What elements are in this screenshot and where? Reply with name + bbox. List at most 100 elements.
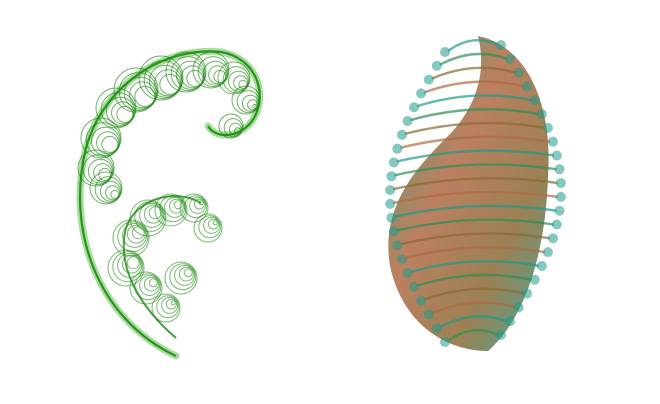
fern-curl-ring bbox=[252, 103, 258, 109]
fern-curl-ring bbox=[121, 254, 141, 274]
fern-curl-ring bbox=[100, 92, 136, 128]
fern-lower-frond bbox=[122, 195, 202, 339]
fern-curl-ring bbox=[154, 193, 188, 227]
fern-curl-ring bbox=[223, 118, 243, 138]
plume-tip bbox=[551, 150, 562, 161]
plume-tip bbox=[542, 247, 553, 258]
plume-frond bbox=[394, 163, 557, 177]
fern-curl-ring bbox=[126, 224, 146, 244]
plume-frond bbox=[400, 232, 551, 246]
fern-curl-ring bbox=[99, 180, 121, 202]
fern-curl-ring bbox=[186, 69, 204, 87]
fern-curl-ring bbox=[184, 195, 208, 219]
plume-tip bbox=[416, 88, 427, 99]
fern-curl-ring bbox=[175, 60, 205, 90]
fern-curl-ring bbox=[198, 200, 204, 206]
fern-curl-ring bbox=[129, 81, 157, 109]
fern-curl-ring bbox=[227, 70, 249, 92]
fern-curl-ring bbox=[193, 198, 205, 210]
plume-tip bbox=[402, 267, 413, 278]
fern-curl-ring bbox=[218, 113, 244, 139]
fern-curl-ring bbox=[94, 176, 122, 204]
plume-tip bbox=[536, 260, 547, 271]
plume-frond bbox=[392, 190, 559, 205]
fern-curl-ring bbox=[138, 55, 184, 101]
fern-curl-ring bbox=[107, 249, 145, 287]
plume-frond bbox=[396, 149, 555, 163]
fern-curl-ring bbox=[143, 204, 163, 224]
plume-tip bbox=[522, 81, 533, 92]
plume-tip bbox=[551, 219, 562, 230]
plume-tip bbox=[396, 254, 407, 265]
fern-curl-ring bbox=[197, 56, 229, 88]
plume-tip bbox=[496, 330, 506, 340]
fern-curl-ring bbox=[116, 105, 134, 123]
plume-tip bbox=[431, 323, 442, 334]
plume-group bbox=[385, 36, 566, 351]
fern-curl-ring bbox=[231, 85, 261, 115]
plume-frond bbox=[410, 259, 540, 274]
plume-tip bbox=[423, 74, 434, 85]
plume-tip bbox=[392, 240, 403, 251]
plume-tip bbox=[386, 171, 397, 182]
fern-curl-ring bbox=[129, 271, 163, 305]
fern-curl-ring bbox=[90, 126, 120, 156]
fern-curl-ring bbox=[139, 274, 161, 296]
plume-tip bbox=[392, 143, 403, 154]
fern-curl-ring bbox=[85, 122, 121, 158]
fern-curl-ring bbox=[161, 296, 179, 314]
fern-curl-ring bbox=[126, 256, 140, 270]
fern-curl-ring bbox=[234, 127, 242, 135]
fern-curl-ring bbox=[159, 195, 187, 223]
plume-tip bbox=[423, 309, 434, 320]
plume-tip bbox=[513, 302, 524, 313]
fern-stem-core bbox=[78, 50, 261, 357]
fern-curl-ring bbox=[241, 94, 259, 112]
fern-curl-ring bbox=[110, 189, 120, 199]
fern-curl-ring bbox=[217, 61, 251, 95]
fern-curl-ring bbox=[123, 76, 157, 110]
plume-tip bbox=[504, 316, 515, 327]
fern-curl-ring bbox=[170, 56, 206, 92]
fern-curl-ring bbox=[169, 263, 197, 291]
fern-curl-ring bbox=[82, 154, 114, 186]
fern-curl-ring bbox=[113, 67, 159, 113]
fern-curl-ring bbox=[207, 218, 219, 230]
fern-curl-ring bbox=[148, 278, 158, 288]
plume-tip bbox=[385, 198, 396, 209]
plume-tip bbox=[386, 212, 397, 223]
plume-tip bbox=[547, 233, 558, 244]
plume-tip bbox=[396, 129, 407, 140]
fern-curl-ring bbox=[233, 75, 249, 91]
fern-curl-ring bbox=[129, 199, 167, 237]
fern-curl-ring bbox=[154, 69, 182, 97]
fern-curl-ring bbox=[112, 219, 150, 257]
plume-tip bbox=[554, 164, 565, 175]
fern-curl-ring bbox=[143, 276, 159, 292]
plume-tip bbox=[496, 40, 506, 50]
plume-frond bbox=[431, 66, 517, 80]
fern-curl-ring bbox=[122, 222, 148, 248]
plume-tip bbox=[542, 122, 553, 133]
fern-curl-ring bbox=[165, 298, 177, 310]
plume-frond bbox=[416, 273, 533, 287]
plume-tip bbox=[555, 191, 566, 202]
fern-curl-ring bbox=[192, 51, 230, 89]
fern-curl-ring bbox=[105, 185, 121, 201]
fern-curl-ring bbox=[228, 122, 242, 136]
plume-tip bbox=[440, 337, 450, 347]
plume-tip bbox=[388, 226, 399, 237]
fern-curl-ring bbox=[203, 216, 221, 234]
fern-curl-ring bbox=[139, 202, 165, 228]
fern-curl-ring bbox=[222, 66, 250, 94]
fern-curl-ring bbox=[112, 251, 144, 283]
plume-frond bbox=[439, 315, 508, 329]
plume-frond bbox=[423, 80, 525, 94]
plume-tip bbox=[504, 53, 515, 64]
plume-tip bbox=[513, 67, 524, 78]
fern-curl-ring bbox=[118, 72, 158, 112]
fern-curl-ring bbox=[193, 213, 223, 243]
fern-curl-ring bbox=[165, 51, 207, 93]
fern-curl-ring bbox=[170, 300, 176, 306]
plume-tip bbox=[554, 205, 565, 216]
